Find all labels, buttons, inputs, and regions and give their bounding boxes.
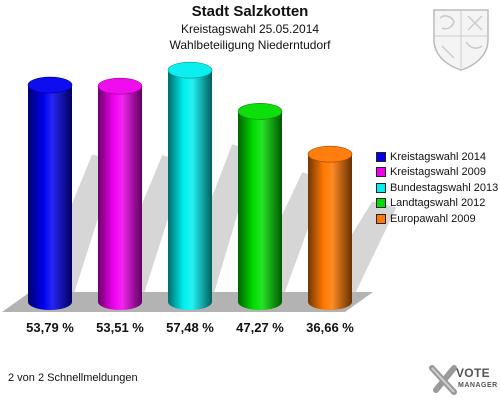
bar [27,76,73,310]
legend-swatch [376,167,386,178]
value-label: 53,79 % [26,320,74,335]
bar-body [308,154,352,310]
chart-bars [27,61,353,310]
vote-manager-x-icon [429,365,457,395]
value-label: 57,48 % [166,320,214,335]
legend-label: Kreistagswahl 2009 [390,166,487,179]
bar-body [28,85,72,310]
bar-body [168,70,212,310]
bar-top [27,76,73,94]
legend-item: Landtagswahl 2012 [376,196,498,212]
vote-manager-logo: VOTE MANAGER [428,362,500,400]
chart-title: Stadt Salzkotten [191,3,309,20]
value-label: 47,27 % [236,320,284,335]
legend-label: Bundestagswahl 2013 [390,181,499,194]
legend-swatch [376,213,386,224]
logo-text-manager: MANAGER [458,382,498,389]
chart-subtitle-2: Wahlbeteiligung Niederntudorf [169,38,331,52]
legend-item: Europawahl 2009 [376,211,498,227]
bar [167,61,213,310]
bar [237,103,283,310]
bar-top [307,145,353,163]
legend-item: Kreistagswahl 2014 [376,149,498,165]
value-label: 36,66 % [306,320,354,335]
legend: Kreistagswahl 2014 Kreistagswahl 2009 Bund… [376,149,498,227]
bar-body [98,86,142,310]
bar-top [167,61,213,79]
legend-item: Bundestagswahl 2013 [376,180,498,196]
value-label: 53,51 % [96,320,144,335]
chart-subtitle: Kreistagswahl 25.05.2014 [180,22,320,36]
bar [307,145,353,310]
bar-top [97,77,143,95]
legend-swatch [376,198,386,209]
bar-top [237,103,283,120]
legend-swatch [376,182,386,193]
legend-label: Europawahl 2009 [390,212,476,225]
footer-text: 2 von 2 Schnellmeldungen [8,372,138,384]
legend-swatch [376,151,386,162]
chart-header: Stadt Salzkotten Kreistagswahl 25.05.201… [0,2,500,53]
bar-body [238,111,282,310]
bar [97,77,143,310]
legend-label: Kreistagswahl 2014 [390,150,487,163]
legend-label: Landtagswahl 2012 [390,197,486,210]
legend-item: Kreistagswahl 2009 [376,165,498,181]
logo-text-vote: VOTE [456,366,490,380]
coat-of-arms-icon [433,9,489,71]
